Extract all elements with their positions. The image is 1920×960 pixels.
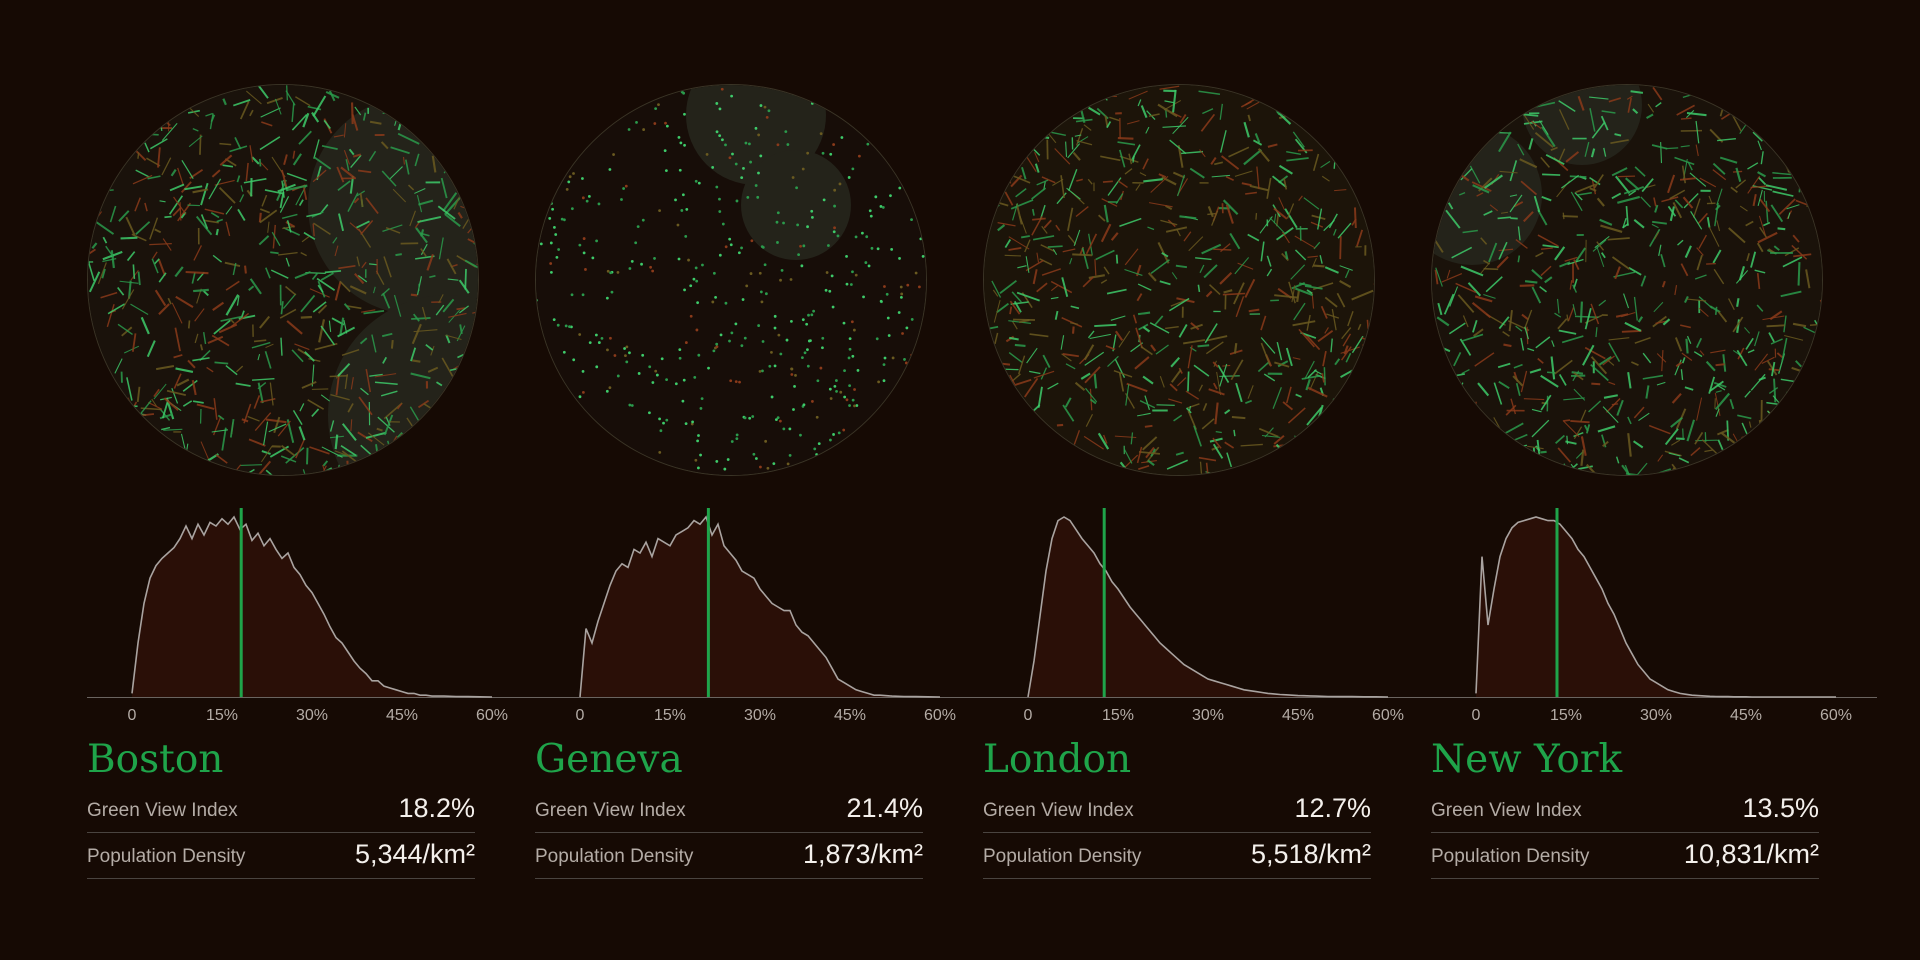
population-label: Population Density [535,846,694,867]
city-name: London [983,737,1132,782]
city-panel-boston: 0 15% 30% 45% 60% Boston Green View Index 18… [87,0,535,960]
gvi-row: Green View Index 21.4% [535,786,923,833]
gvi-label: Green View Index [983,800,1134,821]
population-row: Population Density 5,518/km² [983,832,1371,879]
x-tick-label: 15% [1550,707,1582,724]
distribution-chart-boston: 0 15% 30% 45% 60% [128,508,508,724]
distribution-line [579,515,941,698]
gvi-row: Green View Index 13.5% [1431,786,1819,833]
x-tick-label: 45% [1282,707,1314,724]
gvi-label: Green View Index [87,800,238,821]
distribution-chart-geneva: 0 15% 30% 45% 60% [576,508,956,724]
x-tick-label: 15% [1102,707,1134,724]
city-map-london [983,84,1375,476]
gvi-row: Green View Index 18.2% [87,786,475,833]
x-tick-label: 60% [476,707,508,724]
x-tick-label: 15% [206,707,238,724]
distribution-line [131,515,493,698]
population-row: Population Density 5,344/km² [87,832,475,879]
x-tick-label: 45% [386,707,418,724]
x-tick-label: 45% [1730,707,1762,724]
distribution-chart-new-york: 0 15% 30% 45% 60% [1472,508,1852,724]
population-row: Population Density 10,831/km² [1431,832,1819,879]
x-tick-label: 30% [1640,707,1672,724]
distribution-chart-london: 0 15% 30% 45% 60% [1024,508,1404,724]
gvi-value: 21.4% [846,793,923,823]
population-label: Population Density [1431,846,1590,867]
x-tick-label: 0 [128,707,137,724]
population-value: 10,831/km² [1683,839,1819,869]
x-tick-label: 60% [1820,707,1852,724]
city-name: New York [1431,737,1623,782]
x-tick-label: 30% [296,707,328,724]
map-water [1522,85,1642,165]
city-map-boston [87,84,479,476]
x-tick-label: 30% [1192,707,1224,724]
population-label: Population Density [87,846,246,867]
x-tick-label: 60% [1372,707,1404,724]
x-tick-label: 45% [834,707,866,724]
gvi-label: Green View Index [1431,800,1582,821]
x-tick-label: 15% [654,707,686,724]
distribution-line [1475,516,1836,698]
population-value: 5,518/km² [1250,839,1371,869]
city-name: Boston [87,737,224,782]
map-streets [1432,85,1822,475]
gvi-value: 13.5% [1742,793,1819,823]
distribution-area [580,517,940,697]
gvi-label: Green View Index [535,800,686,821]
population-value: 5,344/km² [354,839,475,869]
x-tick-label: 60% [924,707,956,724]
city-panel-geneva: 0 15% 30% 45% 60% Geneva Green View Index 21… [535,0,983,960]
city-map-geneva [535,84,927,476]
distribution-line [1027,516,1389,698]
distribution-area [1476,517,1836,697]
city-name: Geneva [535,737,683,782]
city-panel-new-york: 0 15% 30% 45% 60% New York Green View Index … [1431,0,1879,960]
city-panel-london: 0 15% 30% 45% 60% London Green View Index 12… [983,0,1431,960]
population-value: 1,873/km² [802,839,923,869]
population-row: Population Density 1,873/km² [535,832,923,879]
x-tick-label: 0 [1024,707,1033,724]
x-tick-label: 0 [1472,707,1481,724]
map-water [741,150,851,260]
city-map-new-york [1431,84,1823,476]
gvi-value: 12.7% [1294,793,1371,823]
gvi-row: Green View Index 12.7% [983,786,1371,833]
gvi-value: 18.2% [398,793,475,823]
chart-baseline [87,697,1877,698]
distribution-area [132,517,492,697]
x-tick-label: 30% [744,707,776,724]
x-tick-label: 0 [576,707,585,724]
population-label: Population Density [983,846,1142,867]
distribution-area [1028,517,1388,697]
